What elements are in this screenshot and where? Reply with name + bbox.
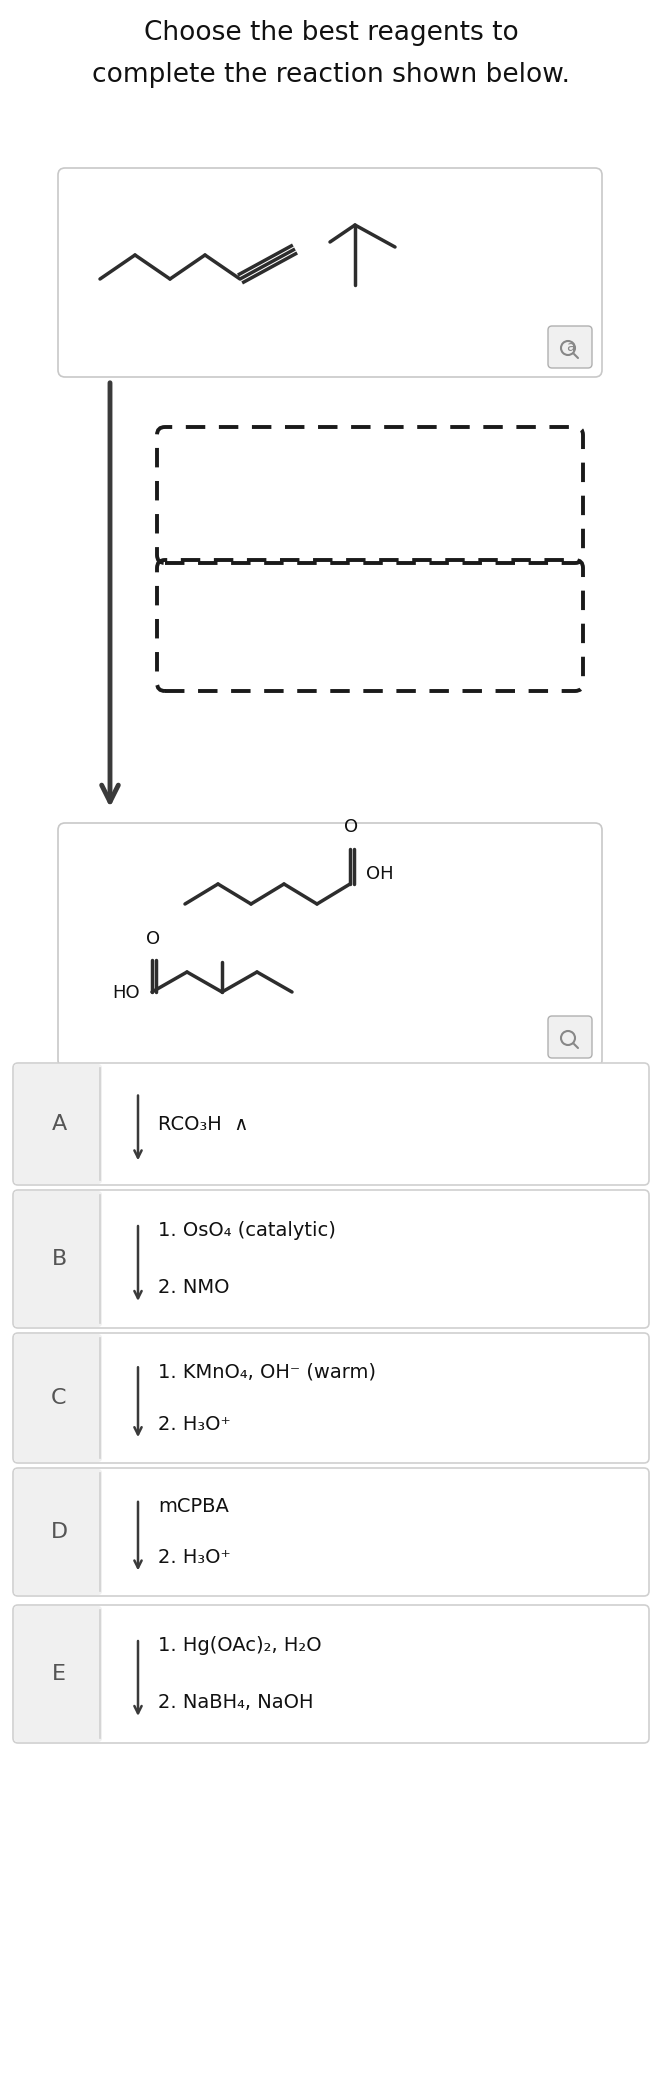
Text: complete the reaction shown below.: complete the reaction shown below. (92, 62, 570, 87)
FancyBboxPatch shape (14, 1191, 102, 1328)
FancyBboxPatch shape (548, 326, 592, 368)
FancyBboxPatch shape (13, 1604, 649, 1743)
FancyBboxPatch shape (14, 1469, 102, 1596)
FancyBboxPatch shape (14, 1064, 102, 1184)
Text: O: O (146, 931, 161, 948)
FancyBboxPatch shape (13, 1191, 649, 1328)
Text: A: A (52, 1114, 67, 1135)
Text: C: C (51, 1388, 67, 1409)
Text: 1. Hg(OAc)₂, H₂O: 1. Hg(OAc)₂, H₂O (158, 1635, 322, 1656)
Text: OH: OH (366, 864, 394, 883)
FancyBboxPatch shape (13, 1064, 649, 1184)
Text: 2. NMO: 2. NMO (158, 1278, 230, 1297)
FancyBboxPatch shape (14, 1606, 102, 1741)
FancyBboxPatch shape (58, 168, 602, 376)
Text: 1. KMnO₄, OH⁻ (warm): 1. KMnO₄, OH⁻ (warm) (158, 1361, 376, 1382)
Text: 2. H₃O⁺: 2. H₃O⁺ (158, 1548, 231, 1567)
Text: B: B (52, 1249, 67, 1270)
Text: 2. H₃O⁺: 2. H₃O⁺ (158, 1415, 231, 1434)
Text: RCO₃H  ∧: RCO₃H ∧ (158, 1114, 248, 1133)
Text: HO: HO (112, 985, 140, 1002)
Text: D: D (50, 1521, 68, 1542)
Text: mCPBA: mCPBA (158, 1496, 229, 1515)
FancyBboxPatch shape (13, 1467, 649, 1596)
Text: a: a (566, 341, 575, 353)
FancyBboxPatch shape (58, 823, 602, 1066)
Text: O: O (344, 819, 359, 835)
Text: 1. OsO₄ (catalytic): 1. OsO₄ (catalytic) (158, 1222, 336, 1241)
FancyBboxPatch shape (14, 1334, 102, 1463)
Text: Choose the best reagents to: Choose the best reagents to (144, 21, 518, 46)
Text: 2. NaBH₄, NaOH: 2. NaBH₄, NaOH (158, 1694, 314, 1712)
Text: E: E (52, 1664, 66, 1683)
FancyBboxPatch shape (13, 1332, 649, 1463)
FancyBboxPatch shape (548, 1016, 592, 1058)
